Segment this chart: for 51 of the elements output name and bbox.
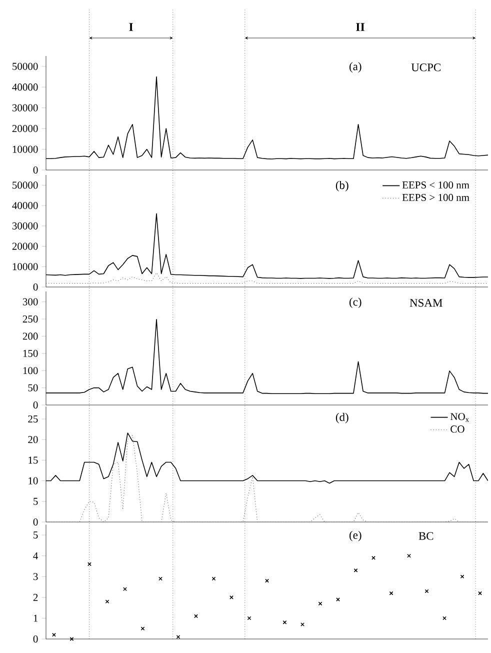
y-tick-label: 50000 (12, 182, 38, 189)
y-tick-label: 0 (33, 518, 38, 526)
y-tick-label: 5 (34, 532, 38, 538)
point (300, 622, 304, 626)
y-tick-label: 40000 (12, 84, 38, 91)
y-tick-label: 0 (33, 401, 38, 409)
y-tick-label: 10000 (12, 263, 38, 270)
y-tick-label: 10 (28, 477, 38, 484)
y-tick-label: 10000 (12, 146, 38, 153)
y-tick-label: 200 (22, 332, 38, 340)
y-tick-label: 0 (33, 635, 38, 643)
point (336, 598, 340, 602)
y-tick-label: 30000 (12, 104, 38, 112)
chart-title: (c) (350, 298, 362, 308)
point (123, 587, 127, 592)
chart-title: (b) (336, 180, 348, 192)
y-tick-label: 30000 (12, 222, 38, 230)
chart-title: (a) (350, 62, 362, 73)
point (247, 616, 252, 620)
legend-label: CO (450, 426, 464, 433)
y-tick-label: 250 (22, 315, 38, 323)
y-tick-label: 0 (33, 283, 38, 291)
point (212, 576, 216, 581)
text: II (356, 23, 365, 31)
y-tick-label: 20000 (12, 242, 38, 250)
y-tick-label: 300 (22, 298, 38, 306)
text: (d) (336, 412, 348, 424)
text: UCPC (411, 64, 440, 72)
y-tick-label: 100 (23, 367, 38, 374)
y-tick-label: 4 (33, 552, 38, 560)
y-tick-label: 20000 (12, 125, 38, 132)
legend-label: EEPS < 100 nm (402, 181, 470, 189)
text: I (129, 23, 133, 31)
y-tick-label: 5 (34, 498, 38, 505)
y-tick-label: 50 (28, 384, 38, 392)
y-tick-label: 25 (28, 415, 38, 422)
y-tick-label: 20 (28, 436, 38, 444)
y-tick-label: 0 (33, 166, 38, 174)
y-tick-label: 15 (28, 456, 38, 464)
y-tick-label: 3 (33, 573, 38, 580)
chart-title: (e) (350, 530, 362, 542)
text: NSAM (410, 298, 442, 307)
y-tick-label: 150 (23, 350, 38, 357)
legend-label: EEPS > 100 nm (402, 194, 470, 202)
series-label: BC (418, 532, 434, 540)
y-tick-label: 1 (34, 614, 38, 622)
point (389, 591, 394, 596)
legend-label: NO$_{x}$ (450, 413, 469, 422)
y-tick-label: 40000 (12, 202, 38, 210)
y-tick-label: 2 (33, 594, 38, 601)
y-tick-label: 50000 (12, 62, 38, 70)
